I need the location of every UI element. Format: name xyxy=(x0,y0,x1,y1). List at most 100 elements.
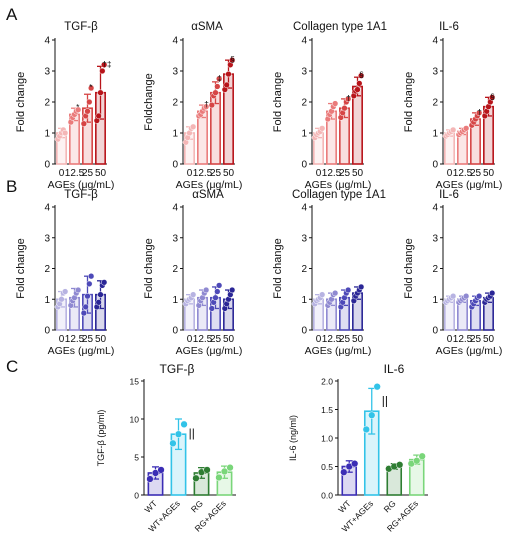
x-axis-label: AGEs (μg/mL) xyxy=(176,179,243,191)
y-tick-label: 3 xyxy=(301,233,307,244)
x-tick-label: 12.5 xyxy=(453,334,473,345)
x-tick-label: WT xyxy=(336,498,352,514)
data-point xyxy=(157,466,165,474)
data-point xyxy=(220,467,229,476)
significance-mark: § xyxy=(359,70,364,80)
significance-mark: || xyxy=(382,394,388,408)
data-point xyxy=(418,452,426,460)
data-point xyxy=(476,293,483,300)
x-tick-label: 50 xyxy=(352,334,364,345)
y-tick-label: 4 xyxy=(44,203,50,214)
data-point xyxy=(212,294,219,301)
significance-mark: * xyxy=(76,102,80,112)
data-point xyxy=(208,101,215,109)
data-point xyxy=(345,286,352,294)
x-tick-label: 25 xyxy=(339,334,351,345)
x-tick-label: 0 xyxy=(59,168,65,179)
y-axis-label: TGF-β (pg/ml) xyxy=(96,410,106,467)
significance-mark: || xyxy=(189,426,195,440)
significance-mark: † xyxy=(204,99,209,109)
y-tick-label: 2 xyxy=(301,264,307,275)
y-axis-label: IL-6 (ng/ml) xyxy=(288,415,298,461)
y-tick-label: 2.0 xyxy=(321,377,333,387)
x-tick-label: 0 xyxy=(447,168,453,179)
chart-title: Collagen type 1A1 xyxy=(292,189,386,201)
data-point xyxy=(88,273,95,280)
x-tick-label: 25 xyxy=(210,334,222,345)
significance-mark: § xyxy=(490,91,495,101)
y-axis-label: Fold change xyxy=(15,238,27,299)
x-tick-label: 25 xyxy=(470,168,482,179)
bar xyxy=(197,110,208,165)
y-tick-label: 5 xyxy=(134,453,139,463)
data-point xyxy=(214,288,221,295)
y-tick-label: 4 xyxy=(172,203,178,214)
y-tick-label: 4 xyxy=(172,36,178,47)
data-point xyxy=(345,95,352,103)
y-tick-label: 4 xyxy=(432,203,438,214)
data-point xyxy=(332,289,339,297)
data-point xyxy=(95,299,102,306)
y-tick-label: 0.5 xyxy=(321,462,333,472)
data-point xyxy=(86,280,93,288)
y-tick-label: 3 xyxy=(301,67,307,78)
chart-title: IL-6 xyxy=(439,21,459,33)
data-point xyxy=(97,291,104,298)
x-tick-label: RG xyxy=(382,498,398,514)
x-axis-label: AGEs (μg/mL) xyxy=(48,179,115,191)
x-tick-label: 12.5 xyxy=(193,168,213,179)
y-axis-label: Fold change xyxy=(272,72,284,133)
data-point xyxy=(450,126,457,134)
data-point xyxy=(229,286,236,294)
y-tick-label: 1.5 xyxy=(321,405,333,415)
data-point xyxy=(174,430,183,438)
data-point xyxy=(319,125,326,132)
y-tick-label: 0 xyxy=(432,326,438,337)
data-point xyxy=(84,108,91,115)
y-tick-label: 2 xyxy=(432,98,438,109)
data-point xyxy=(84,293,91,300)
y-tick-label: 2 xyxy=(432,264,438,275)
x-axis-label: AGEs (μg/mL) xyxy=(436,179,503,191)
y-tick-label: 15 xyxy=(130,377,140,387)
data-point xyxy=(86,98,93,106)
y-tick-label: 0 xyxy=(44,160,50,171)
data-point xyxy=(203,103,210,110)
data-point xyxy=(226,463,234,472)
x-axis-label: AGEs (μg/mL) xyxy=(305,179,372,191)
data-point xyxy=(214,83,221,90)
data-point xyxy=(208,305,215,312)
x-tick-label: 0 xyxy=(316,334,322,345)
y-tick-label: 2 xyxy=(301,98,307,109)
data-point xyxy=(62,288,69,295)
x-tick-label: 12.5 xyxy=(453,168,473,179)
x-tick-label: 25 xyxy=(82,168,94,179)
significance-mark: * xyxy=(89,82,93,92)
y-tick-label: 1 xyxy=(432,129,438,140)
data-point xyxy=(215,473,223,482)
y-tick-label: 4 xyxy=(301,203,307,214)
data-point xyxy=(413,457,421,465)
y-tick-label: 4 xyxy=(44,36,50,47)
chart-title: IL-6 xyxy=(384,362,405,376)
data-point xyxy=(101,61,108,68)
significance-mark: † xyxy=(346,93,351,103)
y-axis-label: Fold change xyxy=(143,238,155,299)
x-tick-label: 12.5 xyxy=(65,168,85,179)
y-tick-label: 0.0 xyxy=(321,491,333,501)
data-point xyxy=(190,291,197,298)
y-axis-label: Foldchange xyxy=(143,73,155,131)
y-tick-label: 0 xyxy=(172,160,178,171)
y-tick-label: 3 xyxy=(44,67,50,78)
significance-mark: † xyxy=(477,107,482,117)
data-point xyxy=(229,57,236,64)
x-tick-label: 0 xyxy=(447,334,453,345)
x-tick-label: 50 xyxy=(95,168,107,179)
x-tick-label: 50 xyxy=(483,334,495,345)
y-tick-label: 3 xyxy=(172,67,178,78)
y-tick-label: 0 xyxy=(432,160,438,171)
data-point xyxy=(180,420,188,428)
